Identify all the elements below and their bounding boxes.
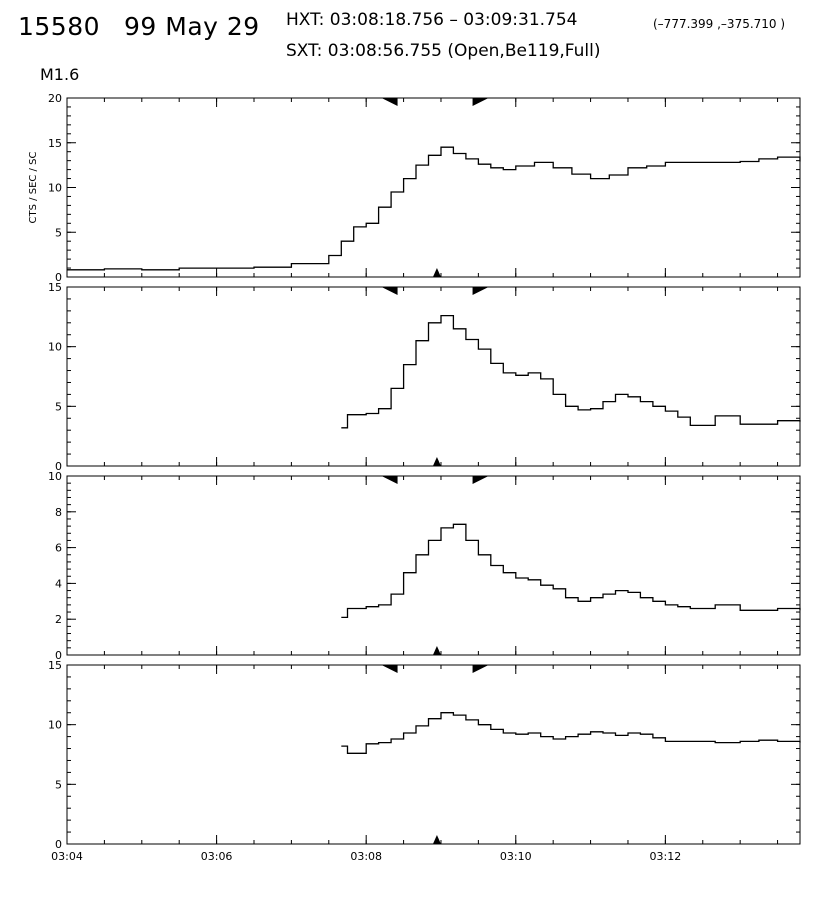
observation-date: 99 May 29 — [124, 12, 260, 41]
panel-frame — [66, 664, 801, 845]
y-tick-label: 10 — [48, 341, 62, 354]
sxt-time-marker — [432, 646, 441, 655]
hxt-end-marker — [472, 98, 489, 106]
y-tick-label: 8 — [55, 506, 62, 519]
hxt-start-marker — [381, 98, 398, 106]
x-tick-label: 03:08 — [350, 850, 382, 863]
goes-class: M1.6 — [40, 65, 80, 84]
light-curve-series — [341, 314, 801, 429]
sxt-image-info: SXT: 03:08:56.755 (Open,Be119,Full) — [286, 41, 601, 61]
y-tick-label: 10 — [48, 470, 62, 483]
y-axis-label: CTS / SEC / SC — [28, 152, 39, 224]
panel-frame — [66, 286, 801, 467]
y-tick-label: 0 — [55, 460, 62, 473]
light-curve-series — [67, 146, 801, 271]
y-tick-label: 0 — [55, 838, 62, 851]
y-tick-label: 15 — [48, 137, 62, 150]
y-tick-label: 2 — [55, 613, 62, 626]
panel-frame — [66, 475, 801, 656]
hxt-end-marker — [472, 287, 489, 295]
y-tick-label: 15 — [48, 659, 62, 672]
hxt-end-marker — [472, 476, 489, 484]
y-tick-label: 5 — [55, 226, 62, 239]
sxt-time-marker — [432, 268, 441, 277]
y-tick-label: 15 — [48, 281, 62, 294]
y-tick-label: 6 — [55, 542, 62, 555]
x-tick-label: 03:12 — [650, 850, 682, 863]
x-tick-label: 03:04 — [51, 850, 83, 863]
hxt-time-range: HXT: 03:08:18.756 – 03:09:31.754 — [286, 10, 578, 30]
hxt-start-marker — [381, 665, 398, 673]
x-tick-label: 03:06 — [201, 850, 233, 863]
light-curve-series — [341, 712, 801, 754]
y-tick-label: 0 — [55, 649, 62, 662]
y-tick-label: 10 — [48, 182, 62, 195]
hxt-end-marker — [472, 665, 489, 673]
sxt-time-marker — [432, 835, 441, 844]
hxt-start-marker — [381, 287, 398, 295]
hxt-start-marker — [381, 476, 398, 484]
event-id: 15580 — [18, 12, 101, 41]
y-tick-label: 4 — [55, 577, 62, 590]
y-tick-label: 5 — [55, 778, 62, 791]
y-tick-label: 0 — [55, 271, 62, 284]
light-curve-series — [341, 523, 801, 619]
y-tick-label: 10 — [48, 719, 62, 732]
sxt-time-marker — [432, 457, 441, 466]
panel-frame — [66, 97, 801, 278]
solar-coordinates: (–777.399 ,–375.710 ) — [653, 17, 786, 31]
y-tick-label: 5 — [55, 400, 62, 413]
y-tick-label: 20 — [48, 92, 62, 105]
x-tick-label: 03:10 — [500, 850, 532, 863]
